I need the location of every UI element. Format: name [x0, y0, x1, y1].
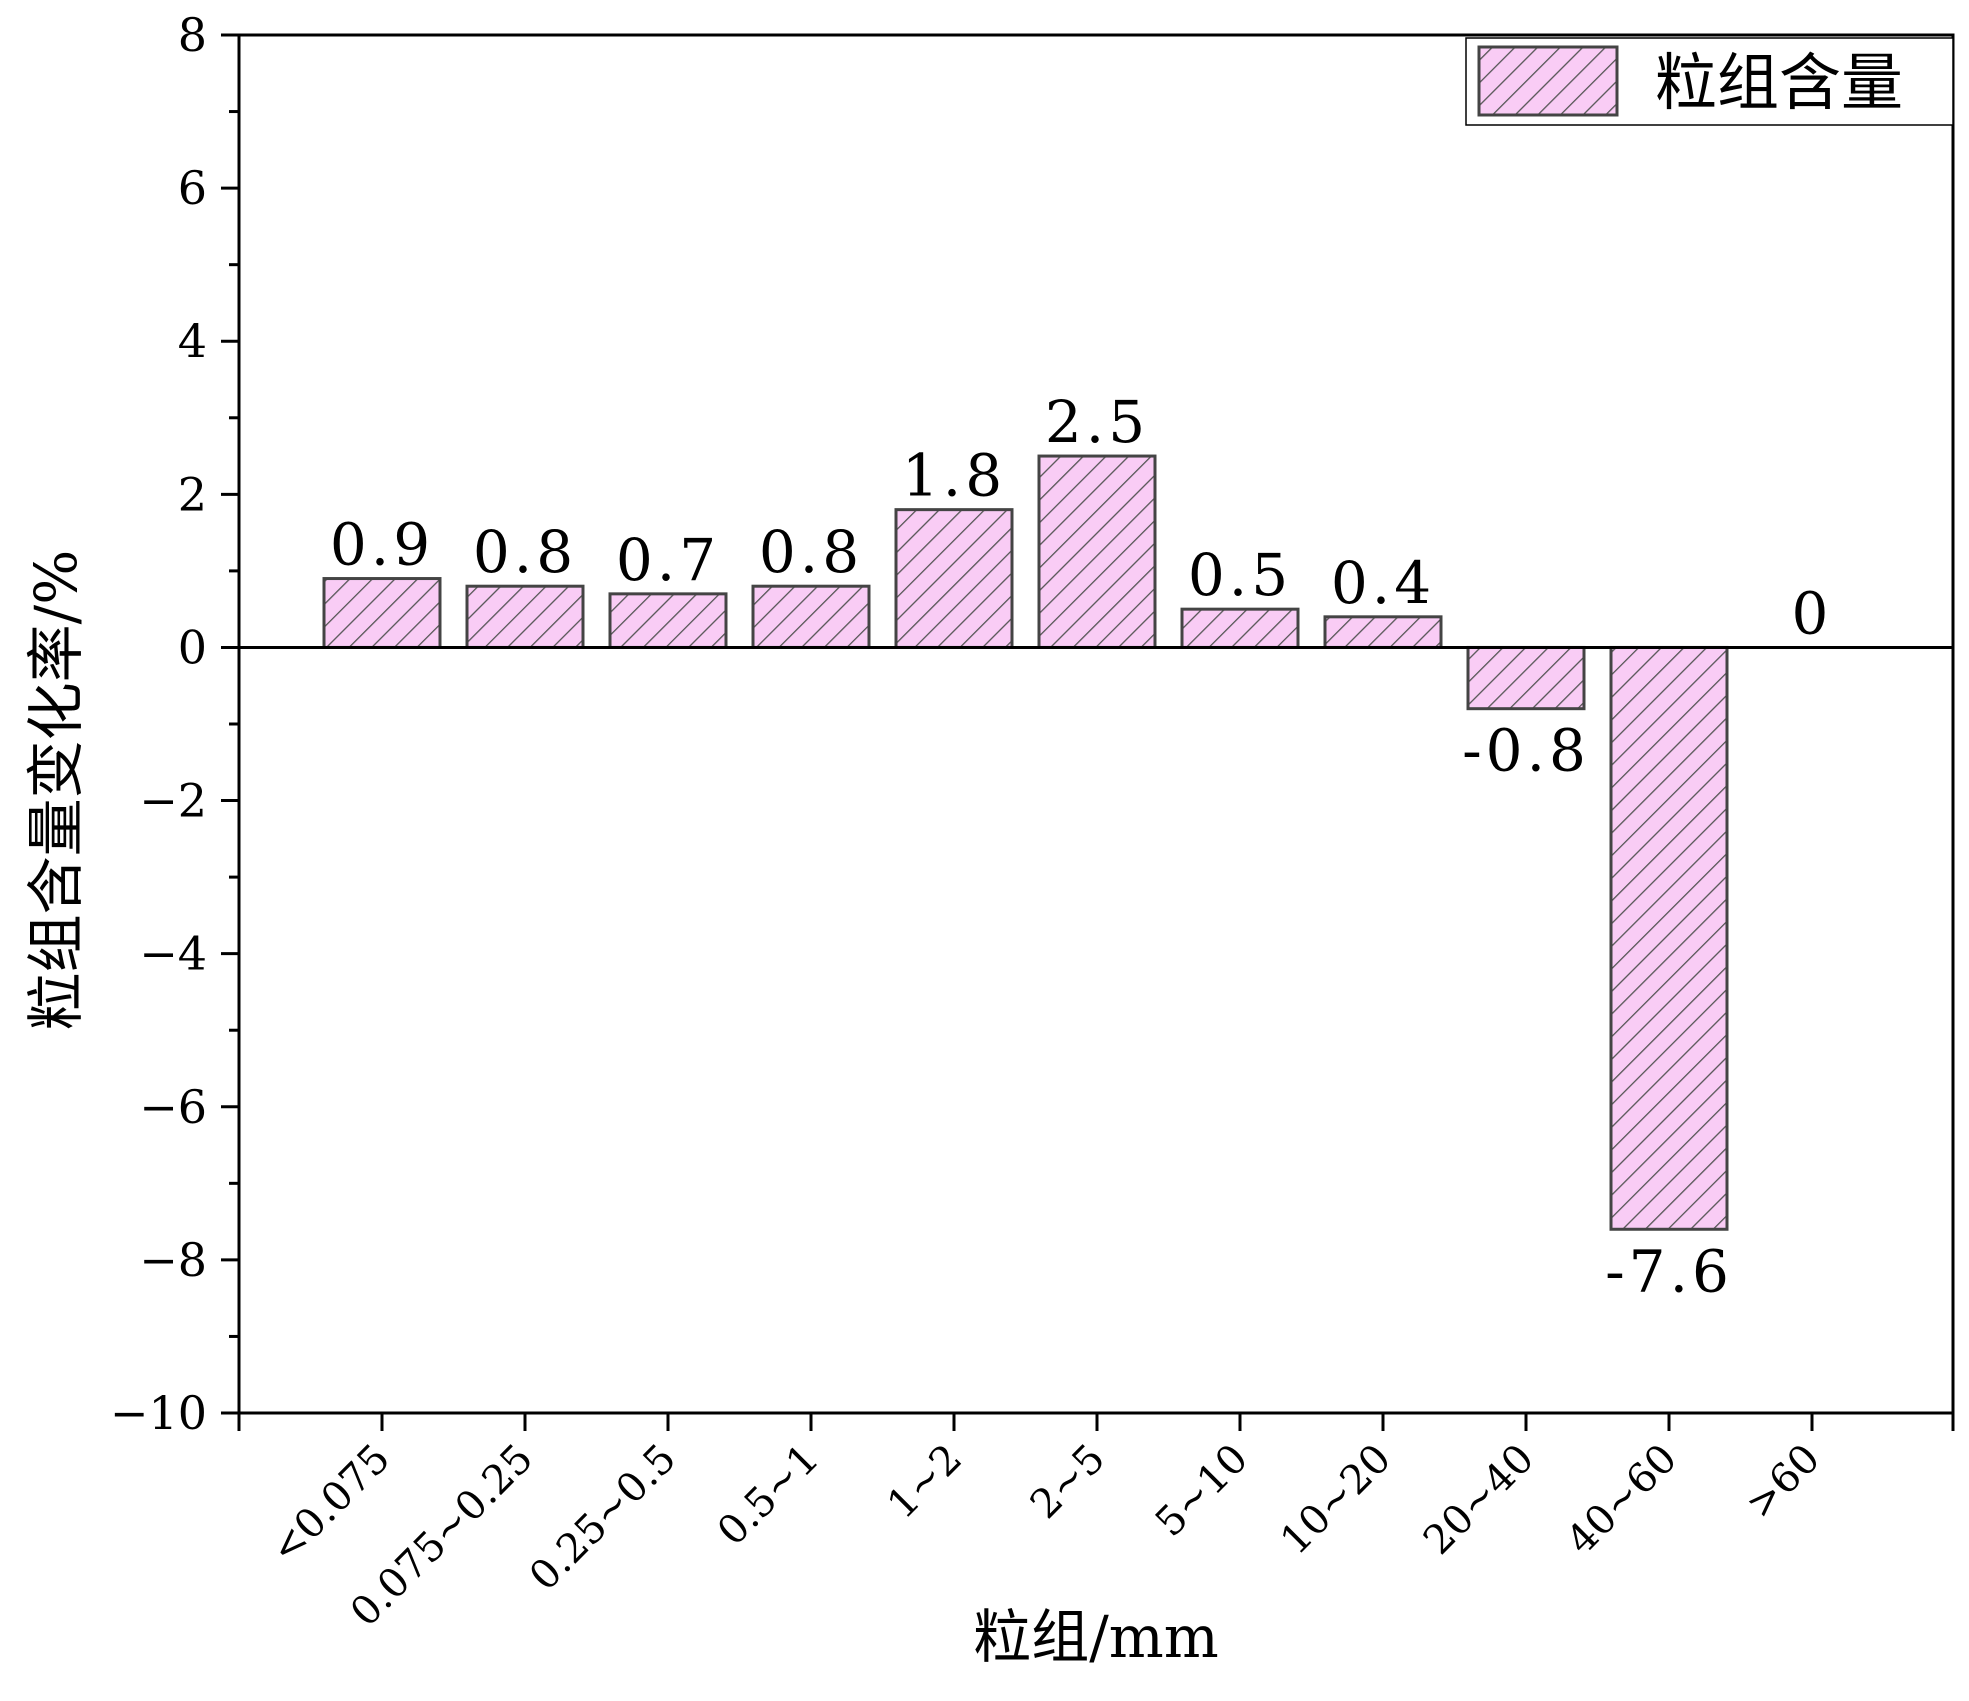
- x-axis-title: 粒组/mm: [973, 1603, 1219, 1671]
- bar-4: [751, 584, 871, 649]
- bar-value-label: -7.6: [1605, 1237, 1733, 1305]
- bar-10: [1609, 645, 1729, 1231]
- x-tick-label: 10~20: [1272, 1436, 1400, 1564]
- bar-7: [1180, 607, 1300, 649]
- bar-6: [1037, 454, 1157, 649]
- bar-value-label: 0.8: [759, 518, 863, 586]
- y-axis-title: 粒组含量变化率/%: [22, 550, 90, 1031]
- bar-value-label: 0.7: [616, 526, 720, 594]
- y-tick-label: 8: [178, 8, 207, 62]
- data-labels: 0.9 0.8 0.7 0.8 1.8 2.5 0.5 0.4 -0.8 -7.6 0: [330, 388, 1833, 1305]
- bar-1: [322, 577, 442, 649]
- y-tick-label: 0: [178, 620, 207, 674]
- legend-label: 粒组含量: [1655, 46, 1903, 119]
- x-tick-label: 20~40: [1415, 1436, 1543, 1564]
- x-tick-label: 0.5~1: [709, 1436, 828, 1555]
- y-axis: −10 −8 −6 −4 −2 0 2 4 6 8: [110, 8, 239, 1440]
- y-tick-label: 2: [178, 467, 207, 521]
- y-tick-label: −8: [139, 1233, 207, 1287]
- legend: 粒组含量: [1465, 37, 1954, 126]
- x-tick-label: <0.075: [262, 1436, 399, 1573]
- bars-layer: [322, 454, 1729, 1231]
- bar-value-label: 0.4: [1331, 549, 1435, 617]
- bar-9: [1466, 645, 1586, 711]
- bar-value-label: 2.5: [1045, 388, 1149, 456]
- bar-3: [608, 592, 728, 649]
- bar-value-label: 0.5: [1188, 541, 1292, 609]
- bar-value-label: 0.8: [473, 518, 577, 586]
- y-tick-label: −4: [139, 927, 207, 981]
- bar-5: [894, 508, 1014, 649]
- y-tick-label: −6: [139, 1080, 207, 1134]
- y-tick-label: 6: [178, 161, 207, 215]
- x-tick-label: 2~5: [1022, 1436, 1114, 1528]
- bar-value-label: 1.8: [902, 442, 1006, 510]
- bar-value-label: 0.9: [330, 511, 434, 579]
- x-tick-label: 1~2: [879, 1436, 971, 1528]
- y-tick-label: −2: [139, 774, 207, 828]
- x-tick-label: 5~10: [1147, 1436, 1257, 1546]
- x-tick-label: 0.25~0.5: [521, 1436, 685, 1600]
- y-tick-label: 4: [178, 314, 207, 368]
- x-tick-label: 40~60: [1558, 1436, 1686, 1564]
- x-tick-label: >60: [1737, 1436, 1829, 1528]
- bar-value-label: 0: [1792, 579, 1833, 647]
- bar-2: [465, 584, 585, 649]
- legend-swatch: [1477, 45, 1619, 117]
- bar-value-label: -0.8: [1462, 717, 1590, 785]
- y-tick-label: −10: [110, 1386, 207, 1440]
- bar-8: [1323, 615, 1443, 649]
